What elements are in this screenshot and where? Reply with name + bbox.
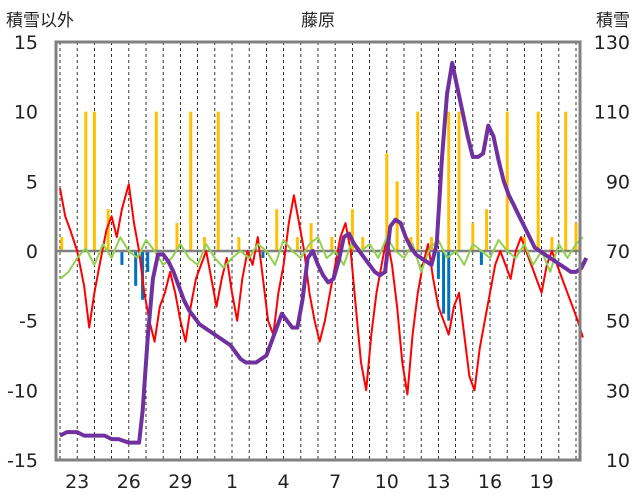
precip-bar bbox=[330, 237, 334, 251]
left-axis-ticks: 15 10 5 0 -5 -10 -15 bbox=[7, 32, 38, 472]
precip-bar bbox=[189, 111, 193, 252]
chart-title: 藤原 bbox=[301, 11, 335, 31]
precip-bar bbox=[447, 251, 451, 321]
precip-bar bbox=[350, 209, 354, 251]
x-tick-label: 19 bbox=[530, 471, 554, 493]
left-tick-label: -15 bbox=[7, 450, 38, 472]
right-tick-label: 130 bbox=[594, 32, 630, 54]
vertical-gridlines bbox=[59, 42, 577, 460]
right-tick-label: 70 bbox=[606, 241, 630, 263]
right-tick-label: 10 bbox=[606, 450, 630, 472]
right-tick-label: 30 bbox=[606, 380, 630, 402]
precip-bar bbox=[457, 111, 461, 252]
series-lines bbox=[56, 60, 589, 445]
right-tick-label: 90 bbox=[606, 171, 630, 193]
precip-bar bbox=[261, 251, 265, 258]
temp_anomaly-line bbox=[59, 236, 584, 280]
left-tick-label: 0 bbox=[26, 241, 38, 263]
precip-bar bbox=[442, 251, 446, 314]
precip-bar bbox=[505, 111, 509, 252]
precip-bar bbox=[430, 237, 434, 251]
precip-bar bbox=[134, 251, 138, 286]
right-tick-label: 110 bbox=[594, 102, 630, 124]
precip-bar bbox=[485, 209, 489, 251]
precip-bar bbox=[395, 181, 399, 251]
precip-bar bbox=[92, 111, 96, 252]
precip-bar bbox=[471, 223, 475, 251]
precip-bar bbox=[146, 251, 150, 272]
left-tick-label: 15 bbox=[14, 32, 38, 54]
precipitation-bars bbox=[60, 111, 578, 321]
precip-bar bbox=[120, 251, 124, 265]
left-tick-label: -10 bbox=[7, 380, 38, 402]
precip-bar bbox=[436, 251, 440, 279]
precip-bar bbox=[564, 111, 568, 252]
x-axis-ticks: 23 26 29 1 4 7 10 13 16 19 bbox=[65, 471, 554, 493]
left-axis-title: 積雪以外 bbox=[6, 11, 74, 31]
x-tick-label: 1 bbox=[226, 471, 238, 493]
x-tick-label: 26 bbox=[117, 471, 141, 493]
x-tick-label: 4 bbox=[278, 471, 290, 493]
left-tick-label: -5 bbox=[19, 311, 38, 333]
x-tick-label: 29 bbox=[168, 471, 192, 493]
precip-bar bbox=[84, 111, 88, 252]
precip-bar bbox=[202, 237, 206, 251]
precip-bar bbox=[574, 223, 578, 251]
precip-bar bbox=[295, 237, 299, 251]
precip-bar bbox=[275, 209, 279, 251]
precip-bar bbox=[385, 153, 389, 251]
precip-bar bbox=[175, 223, 179, 251]
right-tick-label: 50 bbox=[606, 311, 630, 333]
precip-bar bbox=[536, 111, 540, 252]
temperature-line bbox=[59, 183, 584, 396]
precip-bar bbox=[550, 237, 554, 251]
precip-bar bbox=[216, 111, 220, 252]
precip-bar bbox=[309, 223, 313, 251]
snow_depth-line bbox=[59, 60, 589, 445]
precip-bar bbox=[416, 111, 420, 252]
x-tick-label: 23 bbox=[65, 471, 89, 493]
precip-bar bbox=[479, 251, 483, 265]
x-tick-label: 10 bbox=[375, 471, 399, 493]
precip-bar bbox=[60, 237, 64, 251]
x-tick-label: 16 bbox=[478, 471, 502, 493]
left-tick-label: 5 bbox=[26, 171, 38, 193]
precip-bar bbox=[154, 111, 158, 252]
precip-bar bbox=[237, 237, 241, 251]
right-axis-ticks: 130 110 90 70 50 30 10 bbox=[594, 32, 630, 472]
precip-bar bbox=[106, 209, 110, 251]
precip-bar bbox=[447, 111, 451, 252]
plot-frame bbox=[54, 40, 582, 462]
right-axis-title: 積雪 bbox=[596, 11, 630, 31]
x-tick-label: 7 bbox=[329, 471, 341, 493]
precip-bar bbox=[361, 237, 365, 251]
x-tick-label: 13 bbox=[426, 471, 450, 493]
left-tick-label: 10 bbox=[14, 102, 38, 124]
plot-border bbox=[54, 40, 582, 462]
